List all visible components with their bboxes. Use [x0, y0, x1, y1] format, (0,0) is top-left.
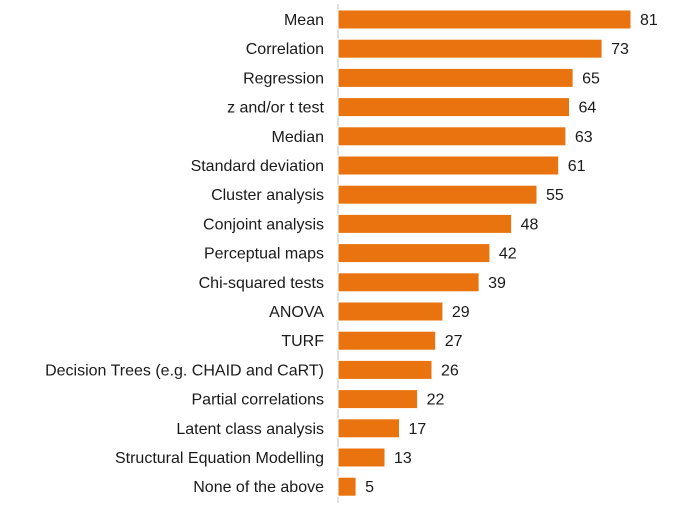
value-label-median: 63	[575, 129, 593, 146]
value-label-cluster-analysis: 55	[546, 187, 564, 204]
bar-regression	[337, 67, 574, 88]
bar-cluster-analysis	[337, 184, 538, 205]
category-label-turf: TURF	[281, 333, 324, 350]
value-label-perceptual-maps: 42	[499, 246, 517, 263]
value-label-conjoint-analysis: 48	[521, 216, 539, 233]
category-label-correlation: Correlation	[246, 41, 324, 58]
value-label-turf: 27	[445, 333, 463, 350]
category-label-partial-correlations: Partial correlations	[192, 392, 325, 409]
bar-latent-class-analysis	[337, 418, 400, 439]
value-label-anova: 29	[452, 304, 470, 321]
bar-mean	[337, 9, 632, 30]
category-label-mean: Mean	[284, 12, 324, 29]
category-label-conjoint-analysis: Conjoint analysis	[203, 216, 324, 233]
value-label-partial-correlations: 22	[427, 392, 445, 409]
bar-turf	[337, 330, 437, 351]
category-label-none-of-the-above: None of the above	[193, 479, 324, 496]
bar-anova	[337, 301, 444, 322]
value-label-regression: 65	[582, 70, 600, 87]
value-label-decision-trees-e-g-chaid-and-cart: 26	[441, 362, 459, 379]
category-label-decision-trees-e-g-chaid-and-cart: Decision Trees (e.g. CHAID and CaRT)	[45, 362, 324, 379]
value-label-latent-class-analysis: 17	[409, 421, 427, 438]
bars-layer	[337, 9, 632, 497]
bar-perceptual-maps	[337, 243, 491, 264]
value-label-correlation: 73	[611, 41, 629, 58]
value-label-structural-equation-modelling: 13	[394, 450, 412, 467]
bar-decision-trees-e-g-chaid-and-cart	[337, 359, 433, 380]
category-label-regression: Regression	[243, 70, 324, 87]
value-label-none-of-the-above: 5	[365, 479, 374, 496]
labels-layer: Mean 81 Correlation 73 Regression 65 z and/or …	[45, 12, 658, 496]
category-label-latent-class-analysis: Latent class analysis	[176, 421, 324, 438]
category-label-structural-equation-modelling: Structural Equation Modelling	[115, 450, 324, 467]
value-label-mean: 81	[640, 12, 658, 29]
category-label-perceptual-maps: Perceptual maps	[204, 246, 324, 263]
bar-conjoint-analysis	[337, 213, 513, 234]
bar-structural-equation-modelling	[337, 447, 386, 468]
category-label-anova: ANOVA	[269, 304, 324, 321]
value-label-chi-squared-tests: 39	[488, 275, 506, 292]
bar-z-and-or-t-test	[337, 97, 570, 118]
bar-partial-correlations	[337, 389, 419, 410]
bar-chi-squared-tests	[337, 272, 480, 293]
bar-none-of-the-above	[337, 476, 357, 497]
category-label-median: Median	[272, 129, 324, 146]
category-label-standard-deviation: Standard deviation	[191, 158, 324, 175]
value-label-z-and-or-t-test: 64	[579, 100, 597, 117]
category-label-chi-squared-tests: Chi-squared tests	[199, 275, 324, 292]
value-label-standard-deviation: 61	[568, 158, 586, 175]
bar-median	[337, 126, 567, 147]
bar-correlation	[337, 38, 603, 59]
category-label-cluster-analysis: Cluster analysis	[211, 187, 324, 204]
category-label-z-and-or-t-test: z and/or t test	[227, 100, 324, 117]
bar-standard-deviation	[337, 155, 560, 176]
